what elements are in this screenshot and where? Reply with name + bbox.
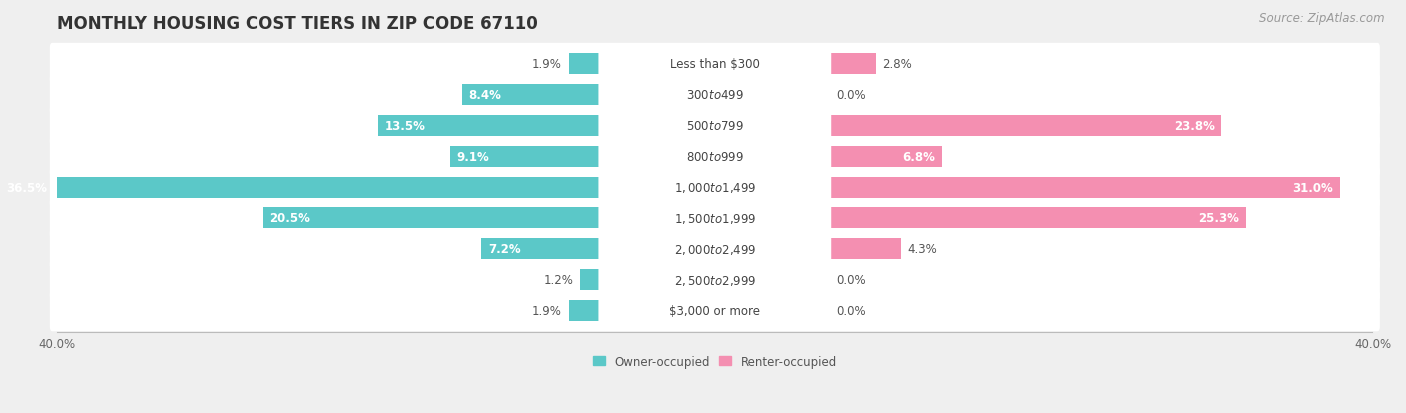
Bar [830,177,1340,198]
Bar [830,116,1222,136]
FancyBboxPatch shape [49,167,1379,208]
FancyBboxPatch shape [599,175,831,201]
Bar [830,239,901,260]
Legend: Owner-occupied, Renter-occupied: Owner-occupied, Renter-occupied [588,351,841,373]
FancyBboxPatch shape [49,198,1379,239]
FancyBboxPatch shape [49,228,1379,270]
FancyBboxPatch shape [599,82,831,108]
Bar [581,270,600,290]
Text: $2,500 to $2,999: $2,500 to $2,999 [673,273,756,287]
Text: 36.5%: 36.5% [6,181,48,194]
Text: Source: ZipAtlas.com: Source: ZipAtlas.com [1260,12,1385,25]
FancyBboxPatch shape [49,290,1379,332]
Text: 4.3%: 4.3% [907,243,936,256]
FancyBboxPatch shape [49,74,1379,116]
Text: 0.0%: 0.0% [837,304,866,317]
Text: $3,000 or more: $3,000 or more [669,304,761,317]
Bar [830,146,942,167]
Text: 13.5%: 13.5% [384,119,425,133]
Text: 31.0%: 31.0% [1292,181,1333,194]
FancyBboxPatch shape [599,205,831,231]
Bar [378,116,600,136]
Bar [450,146,600,167]
FancyBboxPatch shape [49,44,1379,85]
Text: $800 to $999: $800 to $999 [686,150,744,163]
Text: $500 to $799: $500 to $799 [686,119,744,133]
Text: 2.8%: 2.8% [883,58,912,71]
Text: 6.8%: 6.8% [903,150,935,163]
FancyBboxPatch shape [49,136,1379,178]
FancyBboxPatch shape [49,105,1379,147]
Text: $300 to $499: $300 to $499 [686,89,744,102]
Text: 1.9%: 1.9% [531,58,562,71]
Text: $2,000 to $2,499: $2,000 to $2,499 [673,242,756,256]
Text: 0.0%: 0.0% [837,89,866,102]
FancyBboxPatch shape [599,51,831,77]
Bar [263,208,600,229]
Text: 20.5%: 20.5% [270,212,311,225]
Bar [830,208,1246,229]
Text: 1.9%: 1.9% [531,304,562,317]
Text: 25.3%: 25.3% [1198,212,1239,225]
FancyBboxPatch shape [599,298,831,324]
Text: 23.8%: 23.8% [1174,119,1215,133]
FancyBboxPatch shape [599,236,831,262]
Bar [568,300,600,321]
Text: 7.2%: 7.2% [488,243,520,256]
Bar [568,54,600,75]
Text: 0.0%: 0.0% [837,273,866,287]
Bar [830,54,876,75]
Bar [0,177,600,198]
Bar [461,85,600,106]
FancyBboxPatch shape [599,113,831,139]
Text: 1.2%: 1.2% [544,273,574,287]
Text: 9.1%: 9.1% [457,150,489,163]
Text: MONTHLY HOUSING COST TIERS IN ZIP CODE 67110: MONTHLY HOUSING COST TIERS IN ZIP CODE 6… [58,15,538,33]
Text: 8.4%: 8.4% [468,89,501,102]
FancyBboxPatch shape [599,144,831,170]
Text: $1,000 to $1,499: $1,000 to $1,499 [673,180,756,195]
Text: Less than $300: Less than $300 [669,58,759,71]
FancyBboxPatch shape [599,267,831,293]
FancyBboxPatch shape [49,259,1379,301]
Text: $1,500 to $1,999: $1,500 to $1,999 [673,211,756,225]
Bar [481,239,600,260]
